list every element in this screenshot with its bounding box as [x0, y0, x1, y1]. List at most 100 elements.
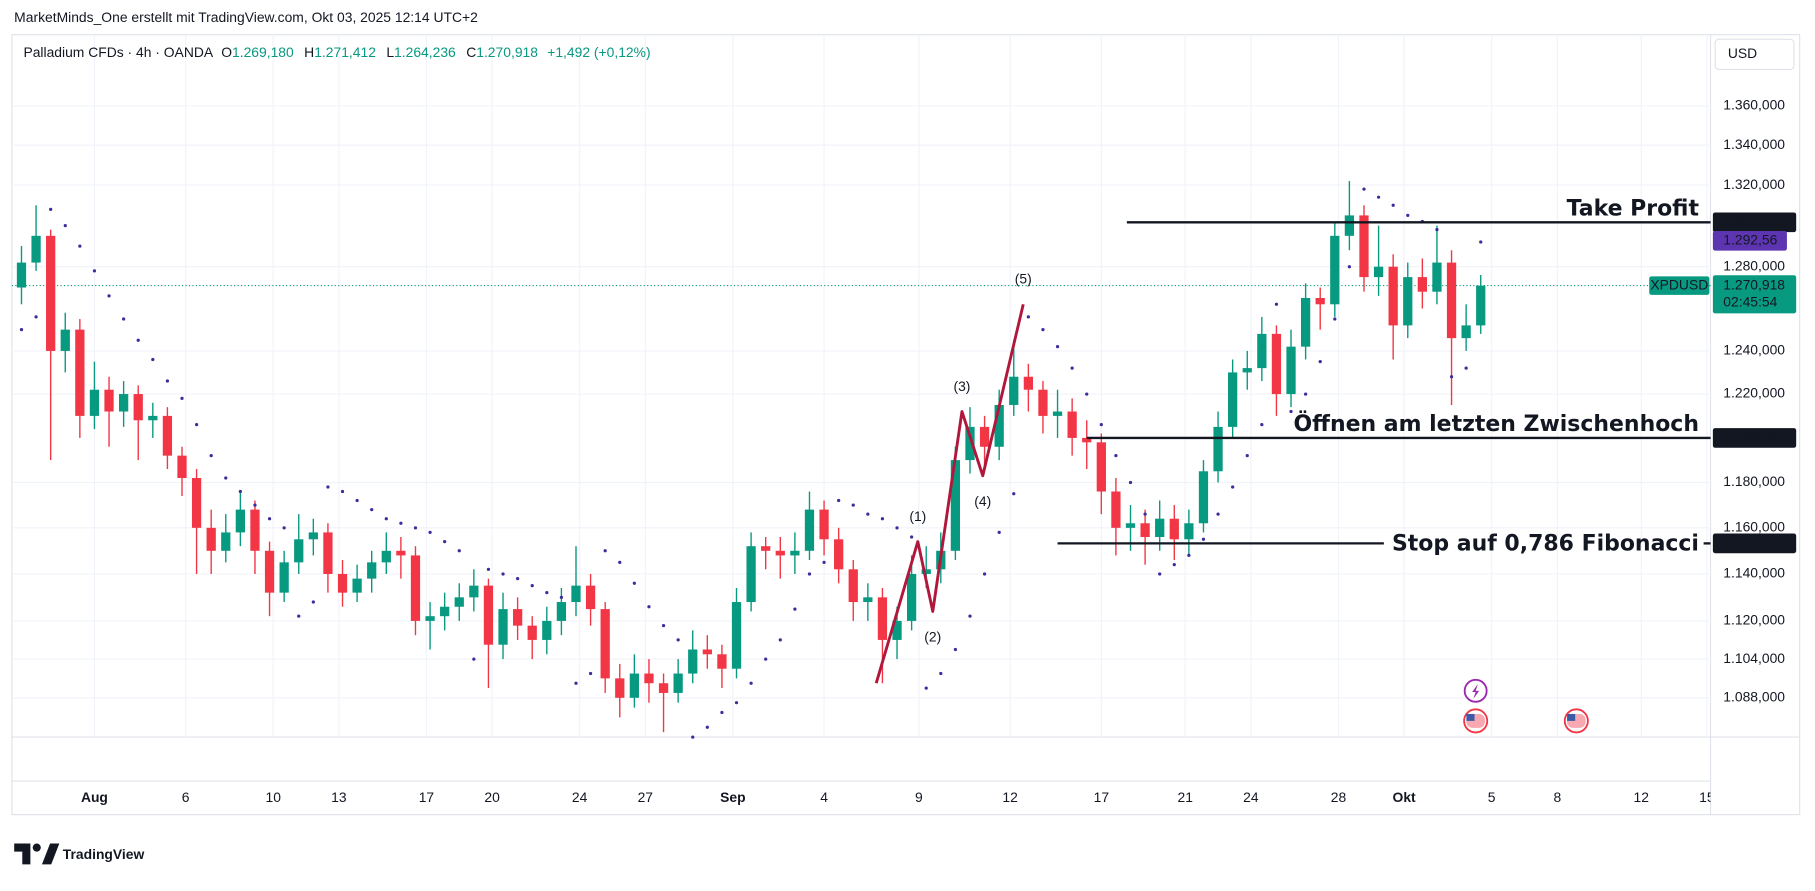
candle-body — [191, 477, 202, 528]
currency[interactable]: USD — [1728, 45, 1757, 61]
sar-dot — [165, 379, 170, 383]
sar-dot — [778, 638, 782, 642]
ohlc-key: C — [466, 44, 476, 60]
candle-body — [1067, 411, 1077, 438]
candle-body — [1271, 333, 1282, 395]
sar-dot — [472, 657, 476, 661]
x-tick-label: Sep — [720, 789, 745, 805]
sar-dot — [1333, 317, 1337, 321]
candle-body — [921, 569, 931, 574]
candle-body — [454, 597, 464, 607]
sar-dot — [34, 315, 38, 319]
candle-body — [877, 597, 888, 640]
candle-body — [1286, 346, 1296, 395]
candle-body — [323, 532, 333, 574]
sar-dot — [180, 396, 184, 401]
x-tick-label: Aug — [81, 789, 108, 805]
candle-body — [717, 654, 727, 669]
wave-label: (2) — [924, 629, 941, 645]
sar-dot — [953, 647, 958, 652]
candle-body — [352, 578, 362, 593]
sar-dot — [1479, 240, 1483, 244]
sar-dot — [428, 530, 432, 535]
candle-body — [1228, 372, 1238, 427]
sar-price-box — [1712, 230, 1787, 251]
price-scale: 1.360,000 1.340,000 1.320,000 1.280,000 1.24… — [1723, 97, 1785, 705]
sar-dot — [807, 572, 812, 576]
logo-mark — [32, 843, 41, 852]
candle-body — [206, 527, 216, 551]
sar-dot — [122, 317, 126, 321]
level-label: Stop auf 0,786 Fibonacci — [1392, 532, 1699, 557]
candle-body — [89, 389, 100, 416]
candle-body — [1198, 471, 1209, 524]
candle-body — [834, 539, 844, 570]
x-tick-label: 5 — [1488, 789, 1496, 805]
sar-dot — [136, 338, 140, 342]
candle-body — [1403, 277, 1413, 326]
candle-body — [688, 649, 698, 674]
candle-body — [381, 550, 391, 563]
sar-dot — [92, 269, 97, 273]
currency-button[interactable] — [1714, 38, 1795, 71]
sar-dot — [1201, 537, 1206, 541]
sar-dot — [253, 503, 257, 507]
candle-body — [585, 585, 596, 610]
y-tick-label: 1.280,000 — [1723, 257, 1785, 273]
sar-dot — [837, 498, 841, 503]
sar-dot — [1449, 375, 1454, 379]
level-price-label: 1.301,597 — [1724, 213, 1786, 229]
candle-body — [469, 585, 479, 598]
candle-body — [46, 235, 56, 351]
candle-body — [950, 460, 961, 551]
level-label: Take Profit — [1567, 197, 1699, 222]
candle-body — [629, 673, 639, 698]
sar-dot — [632, 581, 636, 585]
y-tick-label: 1.160,000 — [1723, 519, 1785, 535]
candle-body — [235, 509, 245, 533]
sar-dot — [399, 521, 403, 525]
candle-body — [1009, 376, 1019, 405]
event-icons — [1463, 678, 1589, 734]
symbol: Palladium CFDs · 4h · OANDA — [23, 44, 213, 60]
x-tick-label: 24 — [572, 789, 588, 805]
sar-dot — [1347, 265, 1352, 269]
sar-dot — [618, 560, 622, 564]
sar-dot — [1114, 454, 1118, 458]
sar-dot — [1055, 345, 1060, 349]
candle-body — [1213, 426, 1223, 472]
sar-dot — [749, 681, 753, 685]
candle-body — [1242, 368, 1252, 373]
lightning-icon — [1472, 683, 1480, 699]
ohlc-value: 1.271,412 — [314, 44, 376, 60]
candle-body — [658, 683, 669, 693]
candle-body — [673, 673, 683, 693]
candle-body — [790, 550, 800, 556]
sar-dot — [588, 671, 593, 676]
candle-body — [367, 562, 377, 579]
candle-body — [16, 262, 27, 288]
sar-dot — [545, 591, 549, 595]
sar-dot — [1128, 480, 1133, 485]
sar-dot — [1391, 203, 1395, 207]
sar-dot — [1026, 315, 1030, 319]
ohlc-value: 1.269,180 — [232, 44, 294, 60]
candle-body — [410, 555, 421, 621]
x-tick-label: 21 — [1178, 789, 1194, 805]
candle-body — [731, 602, 742, 669]
x-tick-label: 15 — [1699, 789, 1715, 805]
candle-body — [1300, 297, 1311, 347]
y-tick-label: 1.088,000 — [1723, 688, 1785, 704]
sar-dot — [63, 223, 67, 228]
wave-label: (4) — [974, 493, 991, 509]
y-tick-label: 1.240,000 — [1723, 342, 1785, 358]
sar-dot — [1041, 328, 1045, 332]
sar-dot — [939, 671, 943, 676]
y-tick-label: 1.120,000 — [1723, 612, 1785, 628]
y-tick-label: 1.340,000 — [1723, 136, 1785, 152]
candle-body — [31, 235, 41, 263]
sar-dot — [1376, 195, 1381, 199]
sar-dot — [851, 503, 855, 507]
sar-dot — [691, 735, 695, 739]
